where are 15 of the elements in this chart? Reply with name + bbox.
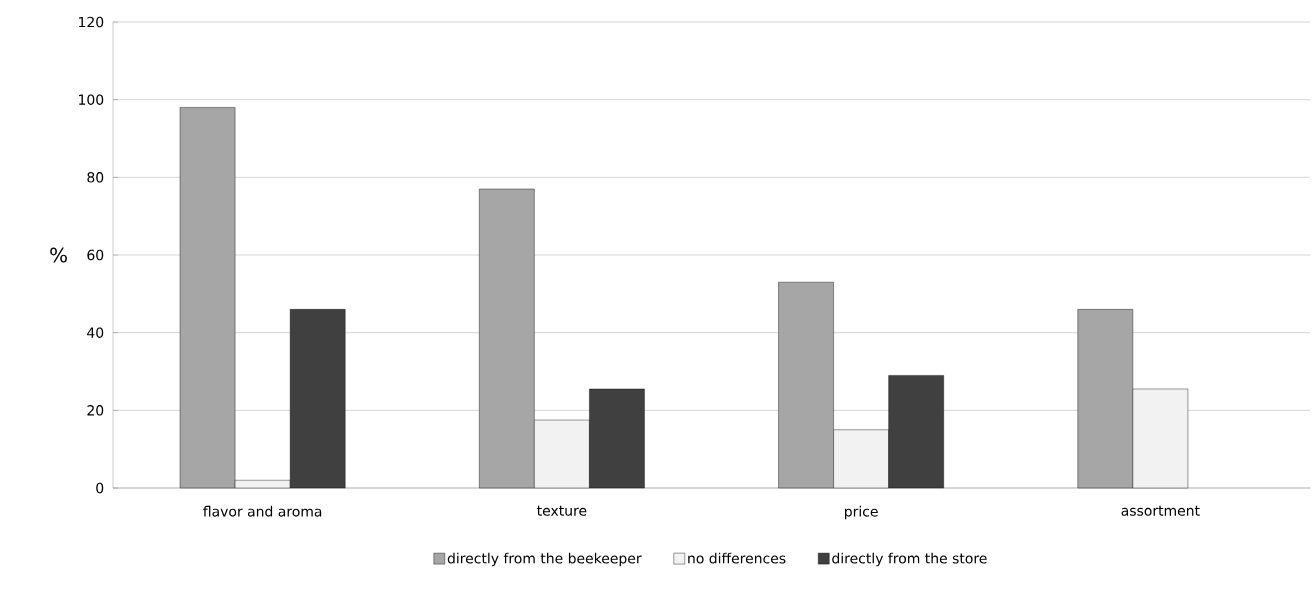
x-tick-label: texture [537,505,587,516]
legend-label: directly from the store [832,552,987,567]
y-tick-label: 120 [79,16,104,28]
legend-label: no differences [688,552,786,564]
y-tick-label: 60 [87,249,104,261]
y-tick-label: 20 [87,405,104,416]
y-tick-label: 0 [96,482,104,494]
y-tick-label: 40 [87,327,104,338]
x-tick-label: price [845,505,878,520]
y-tick-label: 80 [87,172,104,183]
y-tick-label: 100 [79,94,104,105]
x-tick-label: assortment [1121,505,1200,516]
legend-label: directly from the beekeeper [447,552,642,567]
y-axis-title: % [50,247,67,263]
x-tick-label: flavor and aroma [203,505,322,517]
